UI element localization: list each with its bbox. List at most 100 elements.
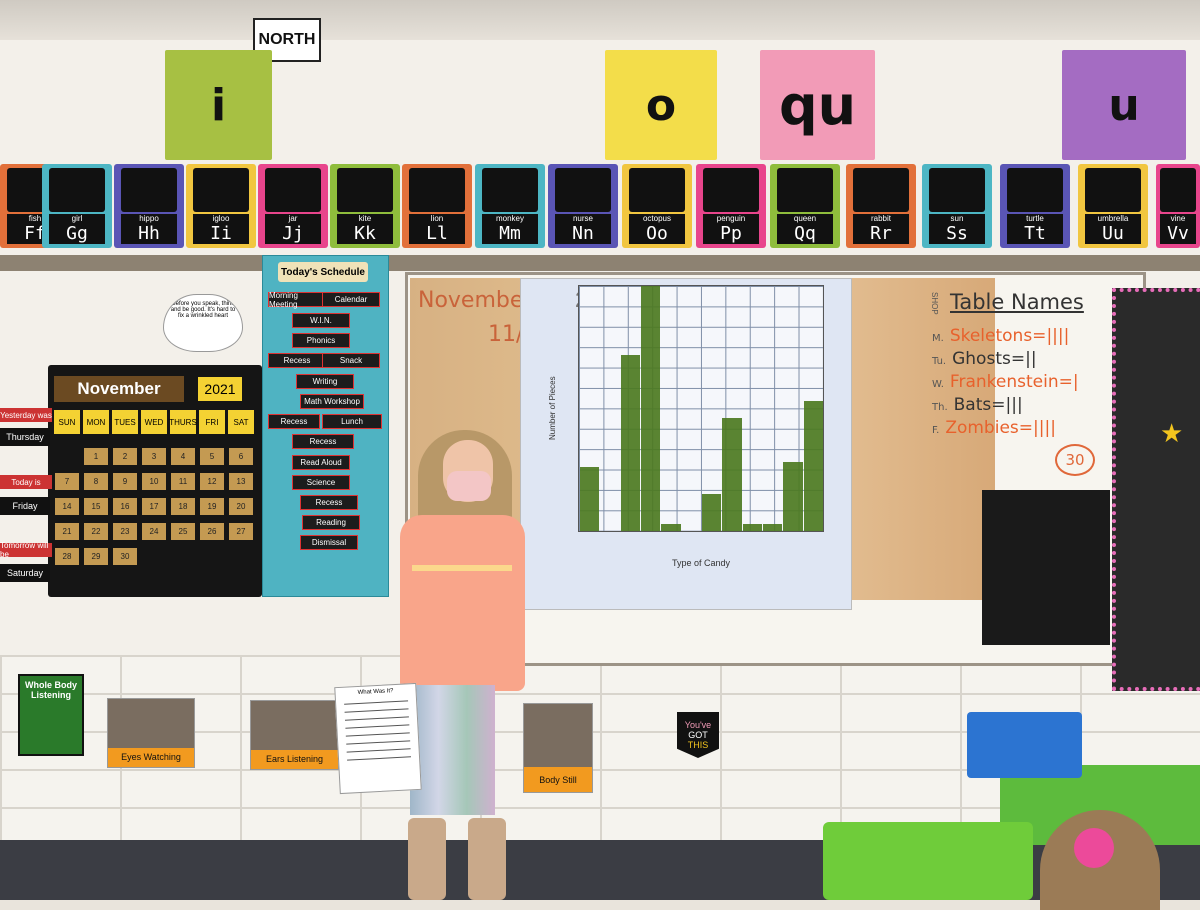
table-row: M. Skeletons=||||: [932, 326, 1069, 346]
table-row: W. Frankenstein=|: [932, 372, 1079, 392]
alphabet-card-q: queen Qq: [770, 164, 840, 248]
paper-title: What Was It?: [357, 688, 394, 696]
worksheet-paper: What Was It?: [334, 682, 422, 795]
green-tray: [823, 822, 1033, 900]
table-row-tally: |||: [1005, 395, 1023, 415]
calendar-day: 7: [55, 473, 79, 490]
table-row-day: Th.: [932, 402, 948, 413]
ears-listening-poster: Ears Listening: [250, 700, 339, 770]
alphabet-card-s: sun Ss: [922, 164, 992, 248]
table-names-title: Table Names: [950, 290, 1084, 314]
student-leggings: [410, 685, 495, 815]
calendar-day: 9: [113, 473, 137, 490]
alphabet-card-j: jar Jj: [258, 164, 328, 248]
schedule-item: Reading: [302, 515, 360, 530]
tomorrow-label: Tomorrow will be: [0, 541, 52, 559]
right-boot: [468, 818, 506, 900]
calendar-day: 20: [229, 498, 253, 515]
schedule-item: Writing: [296, 374, 354, 389]
today-value: Friday: [0, 497, 50, 515]
eyes-watching-poster: Eyes Watching: [107, 698, 195, 768]
alphabet-card-n: nurse Nn: [548, 164, 618, 248]
alphabet-card-k: kite Kk: [330, 164, 400, 248]
calendar-weekday: TUES: [112, 410, 138, 434]
worksheet-x-label: Type of Candy: [672, 558, 731, 568]
alphabet-card-r: rabbit Rr: [846, 164, 916, 248]
alphabet-card-row: fish Ff girl Gg hippo Hh igloo Ii jar Jj kite…: [0, 160, 1200, 252]
alphabet-card-l: lion Ll: [402, 164, 472, 248]
calendar-day: 19: [200, 498, 224, 515]
calendar-weekday: THURS: [169, 410, 197, 434]
heart-note: Before you speak, think and be good. It'…: [163, 294, 243, 352]
alphabet-card-t: turtle Tt: [1000, 164, 1070, 248]
pocket-chart: [982, 490, 1110, 645]
date-heading: November: [418, 288, 533, 313]
calendar-day: 13: [229, 473, 253, 490]
whole-body-listening-poster: Whole Body Listening: [18, 674, 84, 756]
schedule-item: Recess: [268, 414, 320, 429]
calendar-day: 16: [113, 498, 137, 515]
calendar-month: November: [54, 376, 184, 402]
schedule-title: Today's Schedule: [278, 262, 368, 282]
schedule-item: Recess: [300, 495, 358, 510]
yesterday-value: Thursday: [0, 428, 50, 446]
table-row-name: Frankenstein=: [949, 372, 1073, 392]
star-bulletin-border: ★: [1112, 288, 1200, 691]
bar-5: [661, 523, 681, 531]
alphabet-card-v: vine Vv: [1156, 164, 1200, 248]
schedule-item: Dismissal: [300, 535, 358, 550]
calendar-day: 4: [171, 448, 195, 465]
calendar-weekday: WED: [141, 410, 167, 434]
alphabet-card-i: igloo Ii: [186, 164, 256, 248]
schedule-item: Phonics: [292, 333, 350, 348]
calendar-weekday: SAT: [228, 410, 254, 434]
alphabet-card-u: umbrella Uu: [1078, 164, 1148, 248]
bar-10: [763, 523, 783, 531]
bar-1: [580, 467, 600, 531]
today-label: Today is: [0, 475, 52, 489]
calendar-day: 25: [171, 523, 195, 540]
calendar-day: 10: [142, 473, 166, 490]
ceiling: [0, 0, 1200, 40]
calendar-day: 2: [113, 448, 137, 465]
table-row-name: Zombies=: [945, 418, 1034, 438]
calendar-day: 11: [171, 473, 195, 490]
student-shirt: [400, 515, 525, 691]
calendar-day: 24: [142, 523, 166, 540]
bar-9: [742, 523, 762, 531]
calendar-day: 27: [229, 523, 253, 540]
calendar-day: 30: [113, 548, 137, 565]
alphabet-card-g: girl Gg: [42, 164, 112, 248]
table-row-day: F.: [932, 425, 940, 436]
you-got-this-badge: You've GOT THIS: [677, 712, 719, 758]
bar-3: [620, 354, 640, 531]
calendar-day: 12: [200, 473, 224, 490]
supply-basket: [967, 712, 1082, 778]
table-row-tally: ||: [1025, 349, 1037, 369]
body-still-poster: Body Still: [523, 703, 593, 793]
schedule-item: Science: [292, 475, 350, 490]
alphabet-card-o: octopus Oo: [622, 164, 692, 248]
bar-graph-grid: [578, 285, 824, 532]
schedule-item: Read Aloud: [292, 455, 350, 470]
calendar-day: 14: [55, 498, 79, 515]
phonics-poster-i: i: [165, 50, 272, 160]
calendar-day: 22: [84, 523, 108, 540]
calendar-weekday: SUN: [54, 410, 80, 434]
bar-11: [783, 462, 803, 531]
table-row: F. Zombies=||||: [932, 418, 1056, 438]
calendar-day: 21: [55, 523, 79, 540]
worksheet-y-label: Number of Pieces: [548, 376, 557, 440]
alphabet-card-m: monkey Mm: [475, 164, 545, 248]
table-row: Th. Bats=|||: [932, 395, 1023, 415]
table-row-day: W.: [932, 379, 944, 390]
calendar-day: 8: [84, 473, 108, 490]
schedule-item: Recess: [268, 353, 326, 368]
star-icon: ★: [1160, 418, 1184, 448]
calendar-day: 26: [200, 523, 224, 540]
bar-8: [722, 418, 742, 531]
calendar-day: 6: [229, 448, 253, 465]
schedule-item: Calendar: [322, 292, 380, 307]
schedule-item: Lunch: [322, 414, 382, 429]
table-row-name: Ghosts=: [952, 349, 1026, 369]
